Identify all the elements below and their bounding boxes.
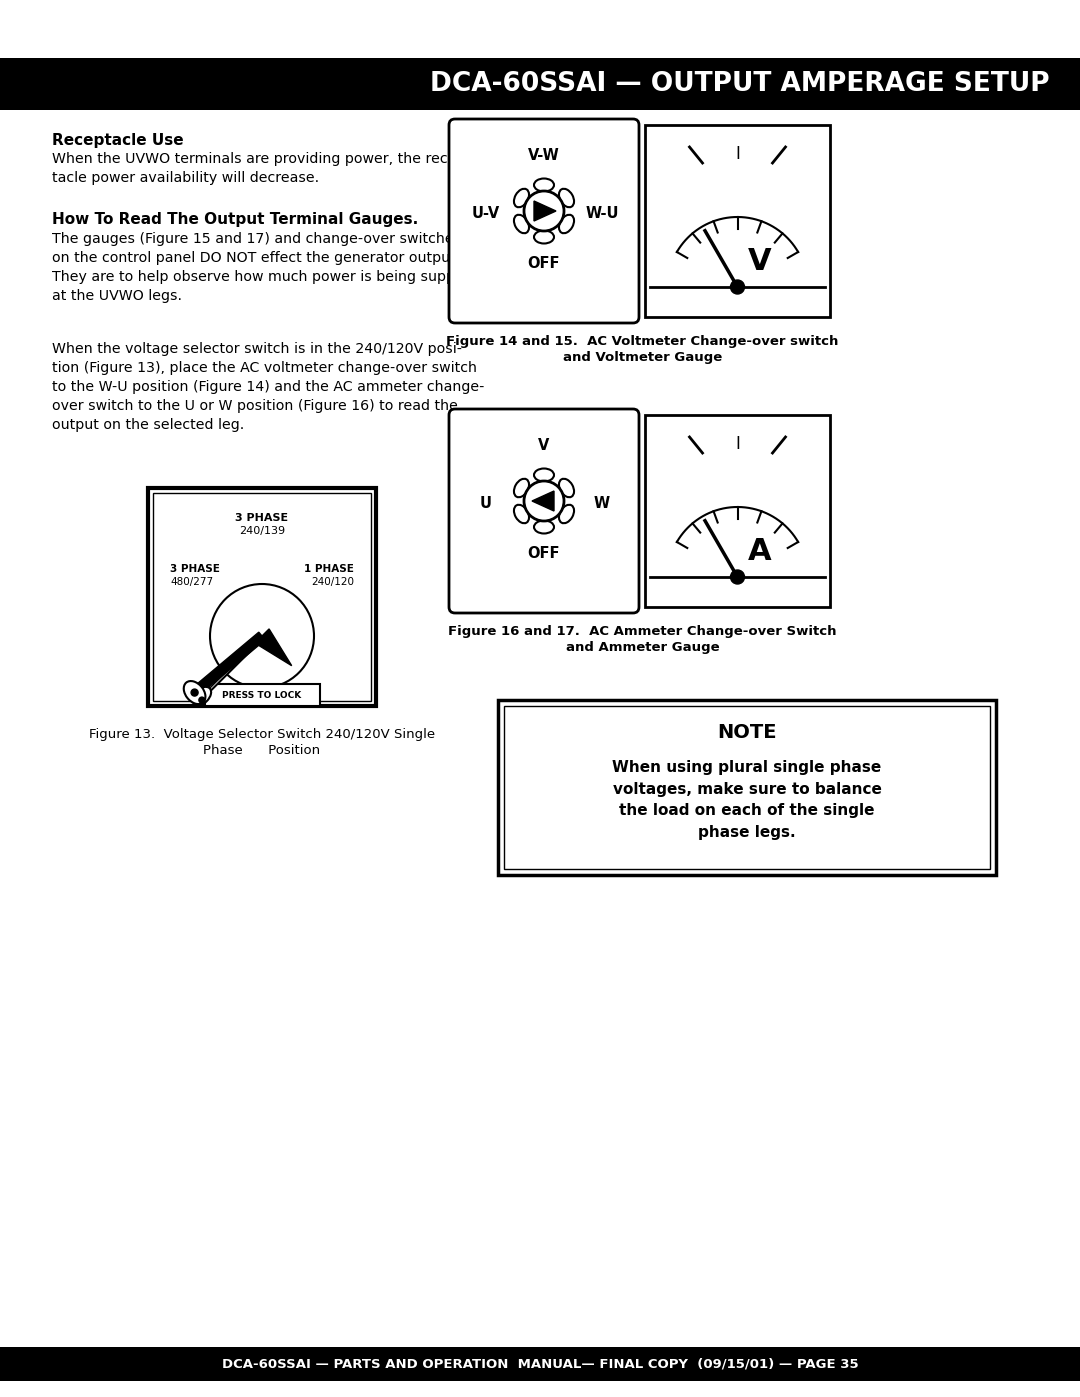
Text: Figure 16 and 17.  AC Ammeter Change-over Switch
and Ammeter Gauge: Figure 16 and 17. AC Ammeter Change-over…	[448, 624, 837, 655]
Text: A: A	[747, 538, 771, 567]
Circle shape	[524, 481, 564, 521]
Circle shape	[199, 697, 205, 703]
Text: When the UVWO terminals are providing power, the recep-
tacle power availability: When the UVWO terminals are providing po…	[52, 152, 471, 184]
Text: U-V: U-V	[472, 205, 500, 221]
Circle shape	[730, 279, 744, 293]
Text: OFF: OFF	[528, 545, 561, 560]
Text: Figure 14 and 15.  AC Voltmeter Change-over switch
and Voltmeter Gauge: Figure 14 and 15. AC Voltmeter Change-ov…	[446, 335, 839, 365]
Bar	[204, 685, 320, 705]
Circle shape	[210, 584, 314, 687]
Ellipse shape	[534, 231, 554, 243]
Circle shape	[730, 570, 744, 584]
Text: U: U	[480, 496, 492, 510]
Text: 3 PHASE: 3 PHASE	[235, 513, 288, 522]
Ellipse shape	[559, 479, 575, 497]
Text: 240/139: 240/139	[239, 527, 285, 536]
Text: V: V	[538, 439, 550, 454]
Text: I: I	[735, 145, 740, 163]
Circle shape	[191, 689, 198, 696]
Polygon shape	[532, 490, 554, 511]
Bar	[504, 705, 990, 869]
Bar	[153, 493, 372, 701]
Text: PRESS TO LOCK: PRESS TO LOCK	[222, 690, 301, 700]
Ellipse shape	[559, 215, 575, 233]
Text: 480/277: 480/277	[170, 577, 213, 587]
Circle shape	[524, 191, 564, 231]
FancyBboxPatch shape	[449, 119, 639, 323]
Text: 1 PHASE: 1 PHASE	[305, 564, 354, 574]
Ellipse shape	[192, 687, 211, 705]
Ellipse shape	[559, 189, 575, 207]
Text: I: I	[735, 434, 740, 453]
Text: V-W: V-W	[528, 148, 559, 163]
Bar	[0, 59, 1080, 110]
Polygon shape	[534, 201, 556, 221]
Ellipse shape	[534, 179, 554, 191]
Text: NOTE: NOTE	[717, 722, 777, 742]
Bar	[0, 1347, 1080, 1382]
Ellipse shape	[534, 468, 554, 482]
Text: Receptacle Use: Receptacle Use	[52, 133, 184, 148]
Text: Figure 13.  Voltage Selector Switch 240/120V Single
Phase      Position: Figure 13. Voltage Selector Switch 240/1…	[89, 728, 435, 757]
Ellipse shape	[514, 215, 529, 233]
Ellipse shape	[534, 521, 554, 534]
Bar	[645, 124, 831, 317]
Bar	[148, 488, 376, 705]
Ellipse shape	[514, 479, 529, 497]
Bar	[498, 700, 996, 875]
Ellipse shape	[514, 189, 529, 207]
Text: V: V	[747, 247, 771, 277]
Text: How To Read The Output Terminal Gauges.: How To Read The Output Terminal Gauges.	[52, 212, 418, 226]
Text: The gauges (Figure 15 and 17) and change-over switches
on the control panel DO N: The gauges (Figure 15 and 17) and change…	[52, 232, 481, 303]
Bar	[645, 415, 831, 608]
Text: W-U: W-U	[585, 205, 619, 221]
Text: When using plural single phase
voltages, make sure to balance
the load on each o: When using plural single phase voltages,…	[612, 760, 881, 840]
Text: DCA-60SSAI — OUTPUT AMPERAGE SETUP: DCA-60SSAI — OUTPUT AMPERAGE SETUP	[430, 71, 1050, 96]
Text: DCA-60SSAI — PARTS AND OPERATION  MANUAL— FINAL COPY  (09/15/01) — PAGE 35: DCA-60SSAI — PARTS AND OPERATION MANUAL—…	[221, 1358, 859, 1370]
Ellipse shape	[559, 504, 575, 524]
Text: OFF: OFF	[528, 256, 561, 271]
FancyBboxPatch shape	[449, 409, 639, 613]
Ellipse shape	[184, 682, 205, 704]
Text: W: W	[594, 496, 610, 510]
Ellipse shape	[514, 504, 529, 524]
Text: 3 PHASE: 3 PHASE	[170, 564, 220, 574]
Polygon shape	[255, 629, 292, 666]
Text: When the voltage selector switch is in the 240/120V posi-
tion (Figure 13), plac: When the voltage selector switch is in t…	[52, 342, 484, 432]
Polygon shape	[191, 633, 266, 696]
Text: 240/120: 240/120	[311, 577, 354, 587]
